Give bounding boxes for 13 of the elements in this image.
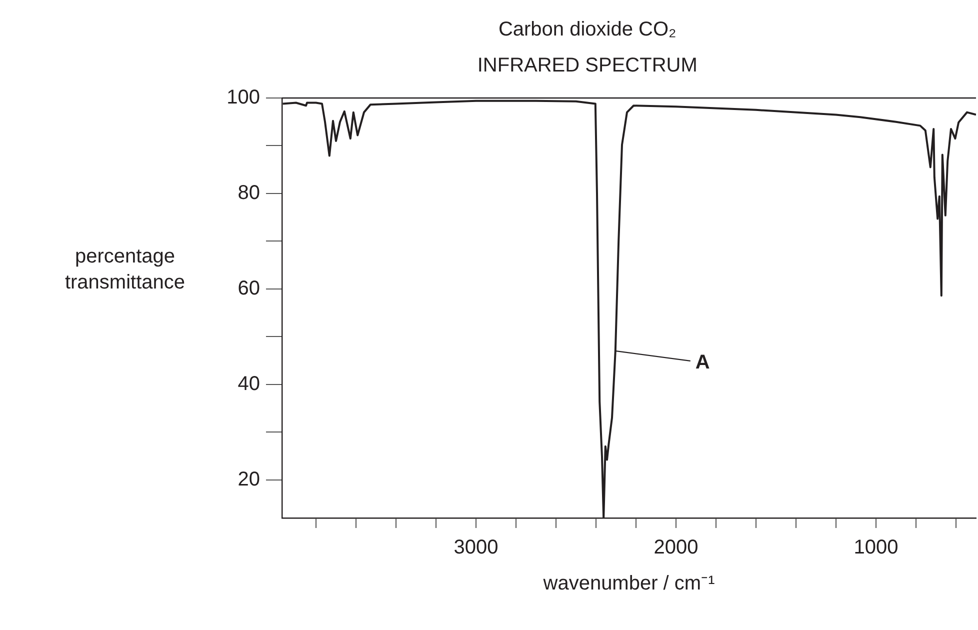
annotation: A bbox=[695, 351, 710, 374]
y-axis-title: percentage transmittance bbox=[64, 246, 186, 294]
chart-subtitle: INFRARED SPECTRUM bbox=[477, 54, 698, 77]
x-tick-label: 1000 bbox=[854, 536, 898, 559]
chart-title: Carbon dioxide CO₂ bbox=[498, 18, 676, 41]
y-tick-label: 100 bbox=[226, 86, 260, 109]
x-tick-label: 2000 bbox=[654, 536, 698, 559]
x-axis-title: wavenumber / cm⁻¹ bbox=[542, 572, 716, 595]
y-tick-label: 20 bbox=[238, 468, 260, 490]
y-tick-label: 40 bbox=[238, 372, 260, 395]
x-tick-label: 3000 bbox=[454, 536, 498, 559]
y-tick-label: 80 bbox=[238, 182, 260, 204]
y-tick-label: 60 bbox=[238, 277, 260, 300]
